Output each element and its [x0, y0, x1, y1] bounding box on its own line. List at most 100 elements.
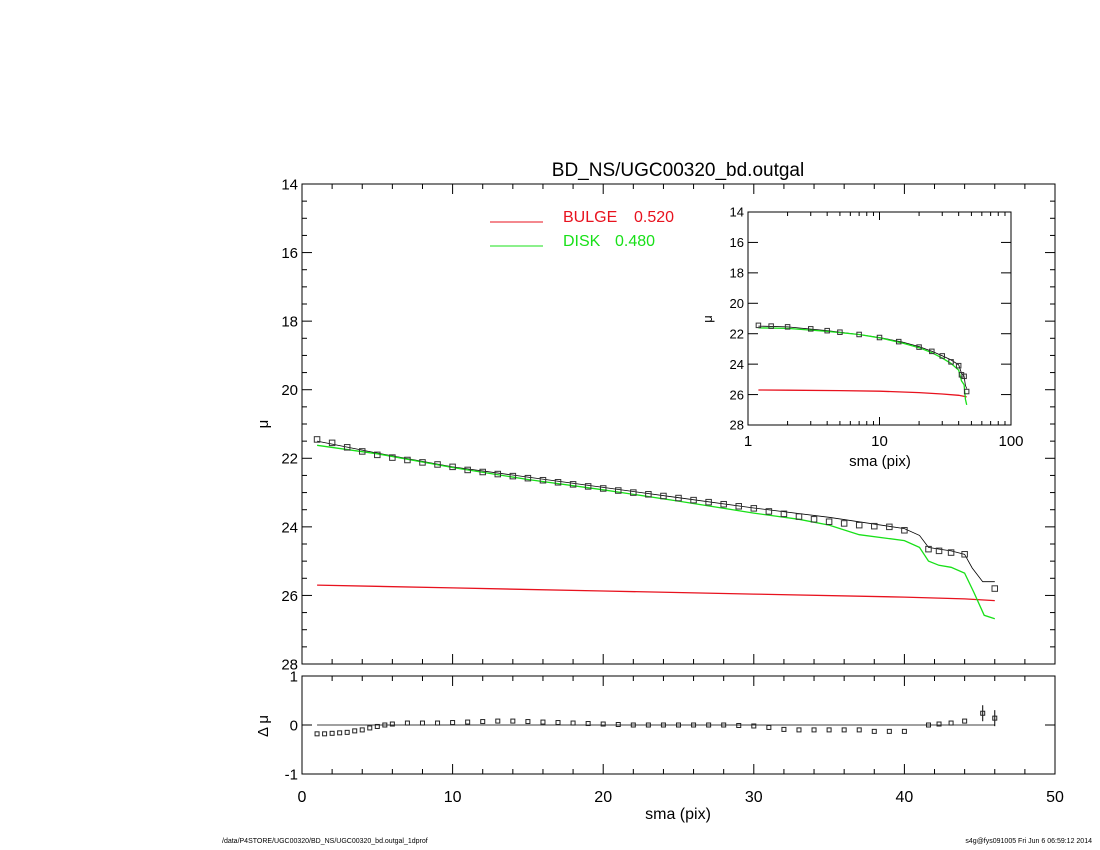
data-point — [359, 727, 365, 733]
data-point — [916, 344, 922, 350]
data-point — [358, 448, 366, 455]
data-point — [963, 388, 970, 395]
data-point — [352, 728, 358, 734]
data-point — [796, 727, 802, 733]
data-point — [434, 461, 441, 468]
series-line-bulge — [317, 584, 995, 602]
data-point — [925, 722, 931, 728]
data-point — [810, 516, 818, 523]
inset-ytick-label: 26 — [730, 387, 744, 402]
data-point — [450, 720, 456, 726]
data-point — [780, 510, 788, 518]
data-point — [660, 722, 666, 728]
data-point — [751, 723, 757, 729]
data-point — [329, 730, 335, 736]
main-axis-ticks: 14 16 18 20 22 24 26 28 — [281, 176, 1056, 673]
inset-xtick-label: 10 — [871, 433, 888, 450]
data-point — [948, 720, 954, 726]
data-point — [314, 731, 320, 737]
data-point — [539, 476, 547, 484]
x-tick-label: 30 — [745, 789, 763, 806]
legend-label-disk: DISK — [563, 233, 601, 250]
data-point — [630, 722, 636, 728]
data-point — [991, 585, 999, 592]
data-point — [509, 472, 517, 480]
data-point — [795, 513, 803, 520]
data-point — [765, 508, 773, 515]
inset-x-axis-label: sma (pix) — [849, 453, 911, 470]
main-ytick-label: 28 — [281, 656, 298, 673]
data-point — [343, 444, 351, 451]
data-point — [570, 720, 576, 726]
inset-ytick-label: 20 — [730, 296, 744, 311]
main-ytick-label: 22 — [281, 451, 298, 468]
residual-ytick-label: -1 — [285, 766, 298, 783]
x-axis-label: sma (pix) — [645, 806, 711, 823]
data-point — [935, 547, 943, 555]
inset-ytick-label: 28 — [730, 418, 744, 433]
inset-panel: 14 16 18 20 22 24 26 281 10 100 μ sma (pix) — [700, 205, 1024, 470]
data-point — [766, 724, 772, 730]
data-point — [871, 522, 878, 530]
data-point — [555, 720, 561, 726]
data-point — [824, 327, 830, 334]
data-point — [645, 491, 652, 498]
series-line-model — [317, 440, 995, 583]
data-point — [404, 456, 411, 464]
data-point — [675, 494, 682, 502]
chart-title: BD_NS/UGC00320_bd.outgal — [552, 160, 804, 181]
data-point — [524, 474, 532, 482]
data-point — [901, 527, 908, 534]
data-point — [735, 503, 742, 510]
data-point — [367, 725, 373, 731]
data-point — [895, 338, 902, 345]
data-point — [720, 500, 727, 508]
legend: BULGE 0.520 DISK 0.480 — [490, 209, 674, 250]
residual-plot-area — [314, 705, 998, 737]
data-point — [494, 470, 502, 478]
data-point — [925, 545, 932, 553]
data-point — [962, 718, 968, 724]
legend-value-bulge: 0.520 — [634, 209, 674, 226]
main-plot-area — [313, 436, 999, 620]
data-point — [615, 487, 622, 494]
data-point — [554, 479, 562, 486]
footer-user-timestamp: s4g@fys091005 Fri Jun 6 06:59:12 2014 — [965, 838, 1092, 845]
inset-plot-area — [755, 322, 970, 406]
data-point — [585, 721, 591, 727]
inset-plot-frame — [747, 211, 1012, 426]
data-point — [840, 520, 848, 527]
inset-xtick-label: 1 — [744, 433, 752, 450]
inset-ytick-label: 16 — [730, 235, 744, 250]
data-point — [479, 468, 486, 476]
inset-axis-ticks: 14 16 18 20 22 24 26 281 10 100 — [730, 205, 1024, 450]
data-point — [660, 492, 667, 500]
x-tick-label: 0 — [298, 789, 307, 806]
data-point — [901, 728, 907, 734]
inset-xtick-label: 100 — [998, 433, 1023, 450]
series-line-disk — [317, 444, 995, 620]
data-point — [344, 729, 350, 735]
data-point — [690, 496, 697, 504]
data-point — [328, 439, 336, 447]
residual-y-axis-label: Δ μ — [255, 715, 272, 737]
main-ytick-label: 18 — [281, 314, 298, 331]
data-point — [480, 719, 486, 725]
data-point — [826, 727, 832, 733]
data-point — [404, 720, 410, 726]
data-point — [615, 722, 621, 728]
data-point — [886, 523, 893, 531]
data-point — [855, 521, 863, 529]
data-point — [495, 718, 501, 724]
data-point — [807, 326, 814, 332]
series-line-bulge — [758, 389, 967, 398]
data-point — [955, 362, 962, 369]
data-point — [856, 331, 862, 338]
data-point — [382, 722, 388, 728]
data-point — [992, 715, 998, 721]
residual-ytick-label: 1 — [290, 668, 298, 685]
main-y-axis-label: μ — [255, 420, 272, 429]
data-point — [705, 498, 712, 506]
inset-y-axis-label: μ — [700, 315, 715, 323]
data-point — [374, 451, 381, 459]
